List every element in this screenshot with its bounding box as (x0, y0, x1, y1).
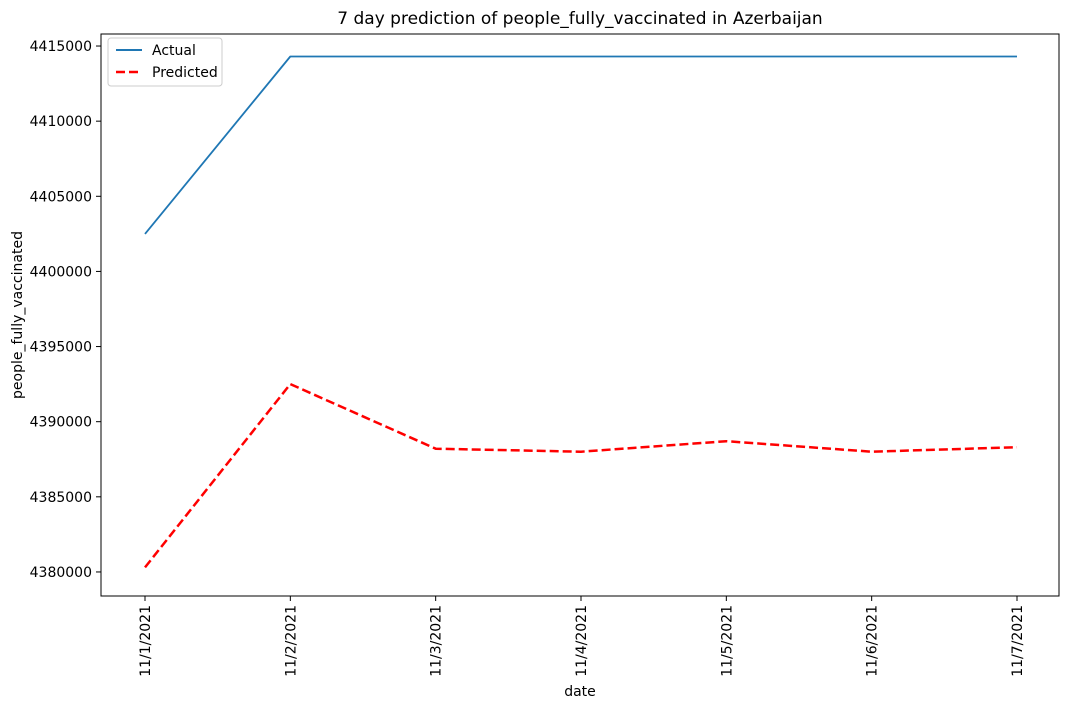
y-tick-label: 4405000 (30, 189, 92, 205)
x-tick-label: 11/7/2021 (1010, 605, 1026, 677)
y-tick-label: 4400000 (30, 264, 92, 280)
chart-title: 7 day prediction of people_fully_vaccina… (337, 9, 822, 29)
series-line-actual (144, 55, 1017, 235)
x-axis-ticks: 11/1/2021 11/2/2021 11/3/2021 11/4/2021 11/5… (138, 596, 1026, 677)
x-tick-label: 11/1/2021 (138, 605, 154, 677)
x-tick-label: 11/2/2021 (283, 605, 299, 677)
y-tick-label: 4380000 (30, 565, 92, 581)
x-tick-label: 11/3/2021 (429, 605, 445, 677)
y-tick-label: 4390000 (30, 415, 92, 431)
y-tick-label: 4385000 (30, 490, 92, 506)
y-tick-label: 4415000 (30, 39, 92, 55)
legend-label-predicted: Predicted (152, 65, 218, 81)
series-line-predicted (144, 382, 1018, 569)
series-layer (144, 55, 1018, 569)
x-axis-label: date (564, 684, 596, 700)
plot-area (100, 33, 1060, 597)
x-tick-label: 11/4/2021 (574, 605, 590, 677)
x-tick-label: 11/6/2021 (865, 605, 881, 677)
y-tick-label: 4410000 (30, 114, 92, 130)
legend-label-actual: Actual (152, 43, 196, 59)
y-axis-label: people_fully_vaccinated (10, 231, 26, 399)
y-axis-ticks: 4380000 4385000 4390000 4395000 4400000 44050… (30, 39, 101, 581)
x-tick-label: 11/5/2021 (719, 605, 735, 677)
legend: Actual Predicted (107, 37, 223, 87)
y-tick-label: 4395000 (30, 340, 92, 356)
